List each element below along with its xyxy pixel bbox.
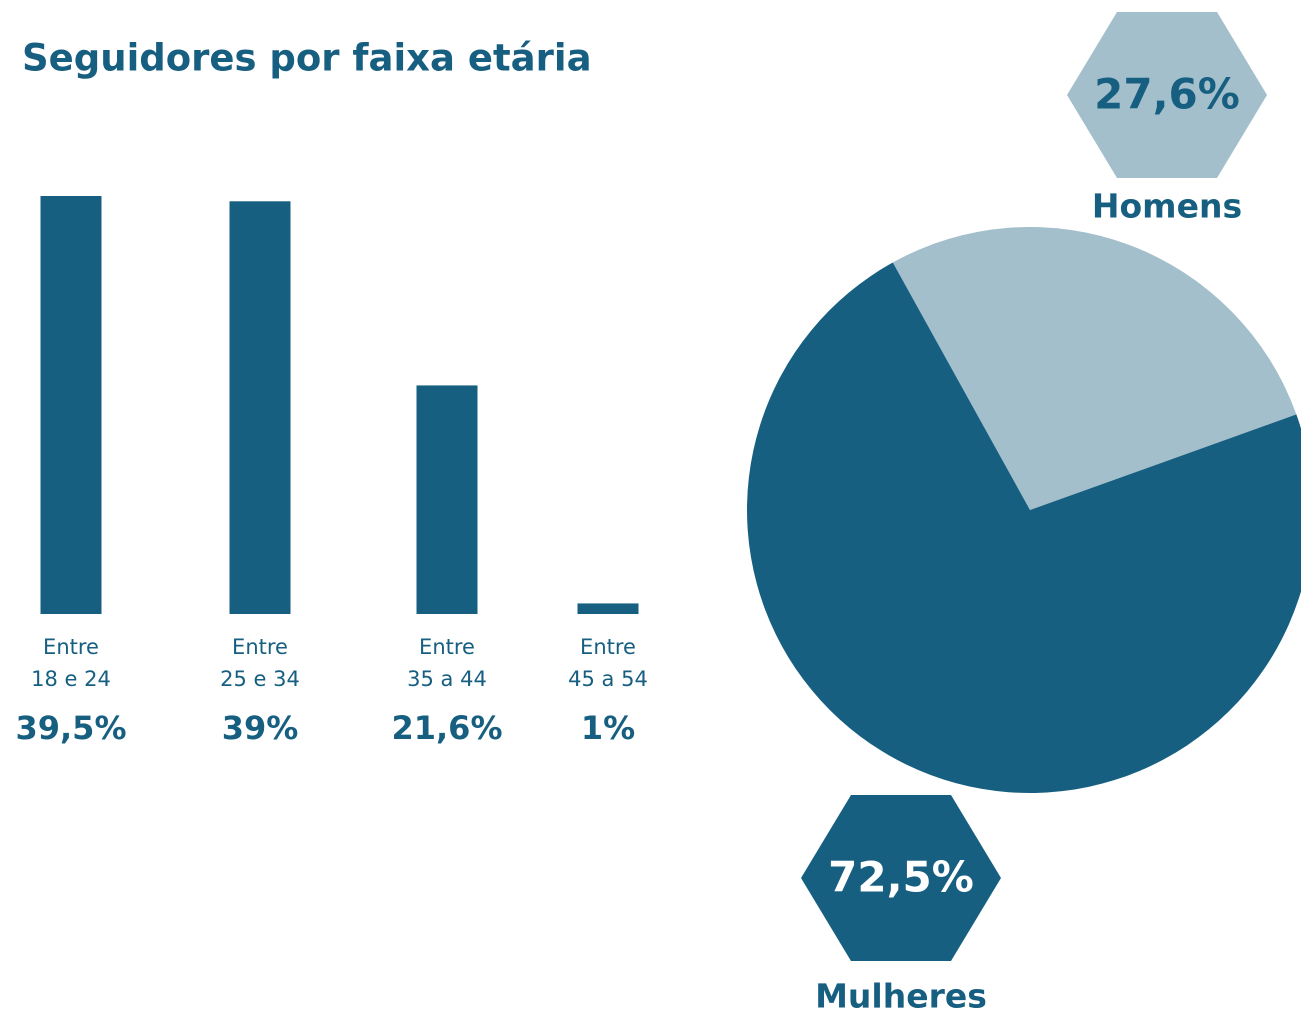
category-label: Entre 25 e 34 xyxy=(220,635,300,691)
category-label: Entre 18 e 24 xyxy=(31,635,111,691)
bar xyxy=(577,603,639,614)
bar xyxy=(40,196,102,614)
bar xyxy=(416,385,478,614)
value-label: 27,6% xyxy=(1094,70,1240,119)
hexagon xyxy=(801,795,1001,961)
value-label: 21,6% xyxy=(391,709,502,747)
value-label: 39,5% xyxy=(15,709,126,747)
category-label: Entre 45 a 54 xyxy=(568,635,648,691)
legend-label: Homens xyxy=(1092,187,1242,226)
category-label: Entre 35 a 44 xyxy=(407,635,487,691)
chart-title: Seguidores por faixa etária xyxy=(22,37,592,80)
pie-slice xyxy=(892,226,1297,510)
legend-label: Mulheres xyxy=(815,977,987,1016)
value-label: 39% xyxy=(222,709,299,747)
pie-slice xyxy=(747,262,1301,793)
hexagon xyxy=(1067,12,1267,178)
bar xyxy=(229,201,291,614)
value-label: 72,5% xyxy=(828,853,974,902)
value-label: 1% xyxy=(581,709,635,747)
